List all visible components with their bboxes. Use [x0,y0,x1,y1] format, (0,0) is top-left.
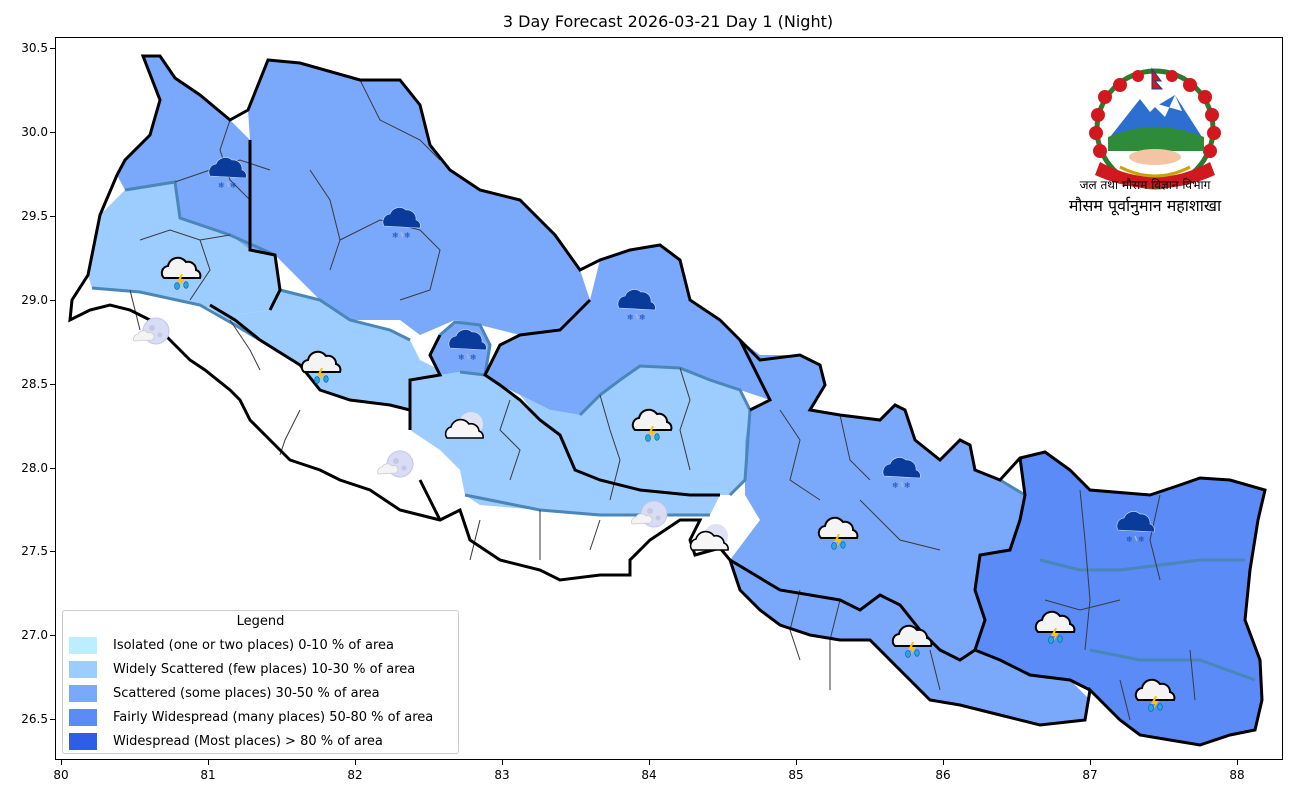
legend-item-fairly-widespread: Fairly Widespread (many places) 50-80 % … [69,708,433,726]
y-tick-label: 27.0 [21,628,48,642]
legend-label: Isolated (one or two places) 0-10 % of a… [113,637,394,653]
y-tick-label: 29.0 [21,293,48,307]
legend: Legend Isolated (one or two places) 0-10… [62,610,459,754]
x-tick-label: 88 [1229,768,1245,782]
y-tick-mark [50,719,55,720]
y-tick-mark [50,216,55,217]
x-tick-label: 86 [935,768,951,782]
x-tick-mark [355,760,356,765]
legend-label: Fairly Widespread (many places) 50-80 % … [113,709,434,725]
x-tick-label: 80 [53,768,69,782]
legend-swatch [69,684,97,702]
hills-shape [1108,127,1204,151]
y-tick-mark [50,132,55,133]
government-emblem [1089,67,1221,190]
x-tick-mark [1237,760,1238,765]
y-tick-label: 28.5 [21,377,48,391]
legend-swatch [69,660,97,678]
y-tick-mark [50,551,55,552]
legend-item-isolated: Isolated (one or two places) 0-10 % of a… [69,636,394,654]
y-tick-label: 30.0 [21,125,48,139]
division-name: मौसम पूर्वानुमान महाशाखा [1068,196,1222,215]
x-tick-mark [796,760,797,765]
y-tick-label: 29.5 [21,209,48,223]
legend-item-widespread: Widespread (Most places) > 80 % of area [69,732,383,750]
handshake-icon [1129,149,1181,165]
legend-title: Legend [236,614,285,629]
emblem-ribbon [1095,162,1215,189]
x-tick-label: 85 [788,768,804,782]
x-tick-mark [502,760,503,765]
legend-label: Widely Scattered (few places) 10-30 % of… [113,661,416,677]
province-borders [68,54,1267,747]
x-tick-mark [1090,760,1091,765]
x-tick-mark [649,760,650,765]
x-tick-mark [208,760,209,765]
map-title: 3 Day Forecast 2026-03-21 Day 1 (Night) [502,12,834,31]
x-tick-mark [943,760,944,765]
legend-swatch [69,708,97,726]
moon-cloud-icon [133,317,170,345]
y-tick-label: 26.5 [21,712,48,726]
district-boundaries [129,79,1196,721]
y-tick-mark [50,48,55,49]
x-tick-label: 82 [347,768,363,782]
department-name: जल तथा मौसम विज्ञान विभाग [1079,178,1211,192]
y-tick-mark [50,300,55,301]
y-tick-label: 30.5 [21,41,48,55]
x-tick-label: 81 [200,768,216,782]
moon-cloud-icon [377,450,414,478]
x-tick-label: 87 [1082,768,1098,782]
y-tick-label: 27.5 [21,544,48,558]
legend-label: Widespread (Most places) > 80 % of area [113,733,383,749]
flag-icon [1151,67,1164,90]
x-tick-mark [61,760,62,765]
legend-swatch [69,636,97,654]
legend-item-widely-scattered: Widely Scattered (few places) 10-30 % of… [69,660,415,678]
y-tick-mark [50,384,55,385]
y-tick-label: 28.0 [21,461,48,475]
x-tick-label: 83 [494,768,510,782]
x-tick-label: 84 [641,768,657,782]
y-tick-mark [50,635,55,636]
y-tick-mark [50,468,55,469]
legend-label: Scattered (some places) 30-50 % of area [113,685,380,701]
legend-swatch [69,732,97,750]
region-fills [88,56,1265,745]
mountain-snow [1140,95,1182,117]
legend-item-scattered: Scattered (some places) 30-50 % of area [69,684,380,702]
